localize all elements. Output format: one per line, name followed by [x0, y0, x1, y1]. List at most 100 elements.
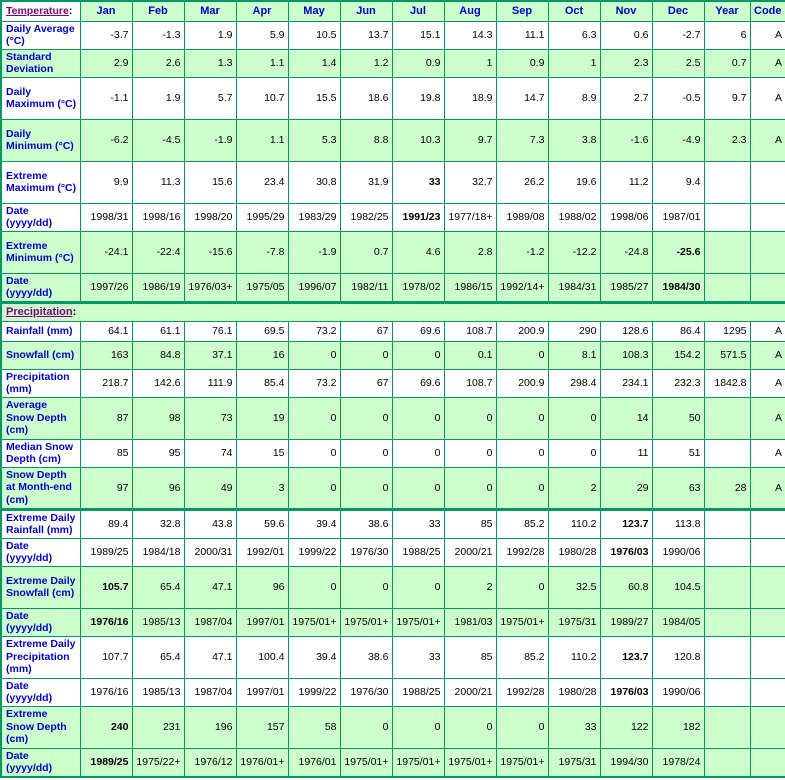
value-cell: 3	[235, 466, 289, 510]
value-cell: 200.9	[495, 368, 549, 398]
value-cell: 59.6	[235, 507, 289, 539]
code-cell: A	[749, 48, 785, 78]
year-cell	[703, 507, 751, 539]
value-cell: 29	[599, 466, 653, 510]
temperature-link[interactable]: Temperature	[6, 5, 69, 18]
value-cell: 0	[443, 438, 497, 468]
value-cell: 182	[651, 705, 705, 749]
value-cell: 47.1	[183, 565, 237, 609]
value-cell: 111.9	[183, 368, 237, 398]
col-header-jul: Jul	[391, 0, 445, 22]
value-cell: 60.8	[599, 565, 653, 609]
value-cell: 9.4	[651, 160, 705, 204]
col-header-mar: Mar	[183, 0, 237, 22]
value-cell: 1977/18+	[443, 202, 497, 232]
value-cell: 1976/30	[339, 677, 393, 707]
value-cell: 0.9	[391, 48, 445, 78]
value-cell: 69.5	[235, 320, 289, 342]
year-cell	[703, 607, 751, 637]
year-cell	[703, 438, 751, 468]
precipitation-link[interactable]: Precipitation	[6, 306, 73, 318]
table-row: Extreme Daily Snowfall (cm) 105.7 65.4 47.1…	[0, 565, 785, 609]
code-cell	[749, 230, 785, 274]
code-cell: A	[749, 368, 785, 398]
value-cell: 67	[339, 320, 393, 342]
value-cell: 1975/22+	[131, 747, 185, 777]
value-cell: 0	[495, 565, 549, 609]
value-cell: 64.1	[79, 320, 133, 342]
value-cell: 87	[79, 396, 133, 440]
table-row: Daily Minimum (°C) -6.2 -4.5 -1.9 1.1 5.3 8.8 1…	[0, 118, 785, 162]
year-cell: 571.5	[703, 340, 751, 370]
value-cell: 85.4	[235, 368, 289, 398]
row-label: Precipitation (mm)	[0, 368, 81, 398]
value-cell: 1987/04	[183, 607, 237, 637]
row-label: Date (yyyy/dd)	[0, 272, 81, 303]
value-cell: 19.8	[391, 76, 445, 120]
code-cell	[749, 537, 785, 567]
value-cell: 2.6	[131, 48, 185, 78]
value-cell: 1980/28	[547, 677, 601, 707]
code-cell	[749, 705, 785, 749]
corner-header-cell: Temperature:	[0, 0, 81, 22]
value-cell: 1992/01	[235, 537, 289, 567]
code-cell	[749, 635, 785, 679]
row-label: Extreme Minimum (°C)	[0, 230, 81, 274]
value-cell: 8.1	[547, 340, 601, 370]
value-cell: 1982/11	[339, 272, 393, 303]
code-cell	[749, 565, 785, 609]
value-cell: 240	[79, 705, 133, 749]
value-cell: 0	[495, 466, 549, 510]
value-cell: -25.6	[651, 230, 705, 274]
code-cell: A	[749, 20, 785, 50]
year-cell	[703, 747, 751, 777]
value-cell: -22.4	[131, 230, 185, 274]
value-cell: 1976/03	[599, 537, 653, 567]
value-cell: 89.4	[79, 507, 133, 539]
value-cell: 15.1	[391, 20, 445, 50]
table-row: Snowfall (cm) 163 84.8 37.1 16 0 0 0 0.1 0 8.1 108.…	[0, 340, 785, 370]
value-cell: 1998/31	[79, 202, 133, 232]
value-cell: 4.6	[391, 230, 445, 274]
value-cell: -3.7	[79, 20, 133, 50]
value-cell: 108.7	[443, 368, 497, 398]
table-row: Extreme Snow Depth (cm) 240 231 196 157 58 0 0 0…	[0, 705, 785, 749]
year-cell	[703, 705, 751, 749]
value-cell: 163	[79, 340, 133, 370]
value-cell: 2.8	[443, 230, 497, 274]
value-cell: 39.4	[287, 507, 341, 539]
value-cell: 0.7	[339, 230, 393, 274]
col-header-dec: Dec	[651, 0, 705, 22]
table-row: Date (yyyy/dd) 1989/25 1975/22+ 1976/12 1976…	[0, 747, 785, 777]
value-cell: 0	[287, 340, 341, 370]
value-cell: 1989/27	[599, 607, 653, 637]
row-label: Date (yyyy/dd)	[0, 607, 81, 637]
value-cell: -1.1	[79, 76, 133, 120]
table-row: Extreme Daily Rainfall (mm) 89.4 32.8 43.8 5…	[0, 507, 785, 539]
value-cell: 5.7	[183, 76, 237, 120]
value-cell: 73.2	[287, 368, 341, 398]
value-cell: 157	[235, 705, 289, 749]
value-cell: 14.3	[443, 20, 497, 50]
value-cell: 1984/18	[131, 537, 185, 567]
value-cell: 1976/01	[287, 747, 341, 777]
table-row: Standard Deviation 2.9 2.6 1.3 1.1 1.4 1.2 0.9 1…	[0, 48, 785, 78]
value-cell: 86.4	[651, 320, 705, 342]
value-cell: 1984/31	[547, 272, 601, 303]
value-cell: 0	[391, 565, 445, 609]
value-cell: 1975/01+	[339, 607, 393, 637]
value-cell: 33	[391, 635, 445, 679]
value-cell: 37.1	[183, 340, 237, 370]
value-cell: 2	[443, 565, 497, 609]
value-cell: 232.3	[651, 368, 705, 398]
value-cell: -1.9	[287, 230, 341, 274]
year-cell: 6	[703, 20, 751, 50]
value-cell: 1975/31	[547, 747, 601, 777]
value-cell: 61.1	[131, 320, 185, 342]
precipitation-heading-row: Precipitation:	[0, 300, 785, 322]
value-cell: 1.9	[131, 76, 185, 120]
row-label: Standard Deviation	[0, 48, 81, 78]
value-cell: 0	[495, 438, 549, 468]
value-cell: 142.6	[131, 368, 185, 398]
